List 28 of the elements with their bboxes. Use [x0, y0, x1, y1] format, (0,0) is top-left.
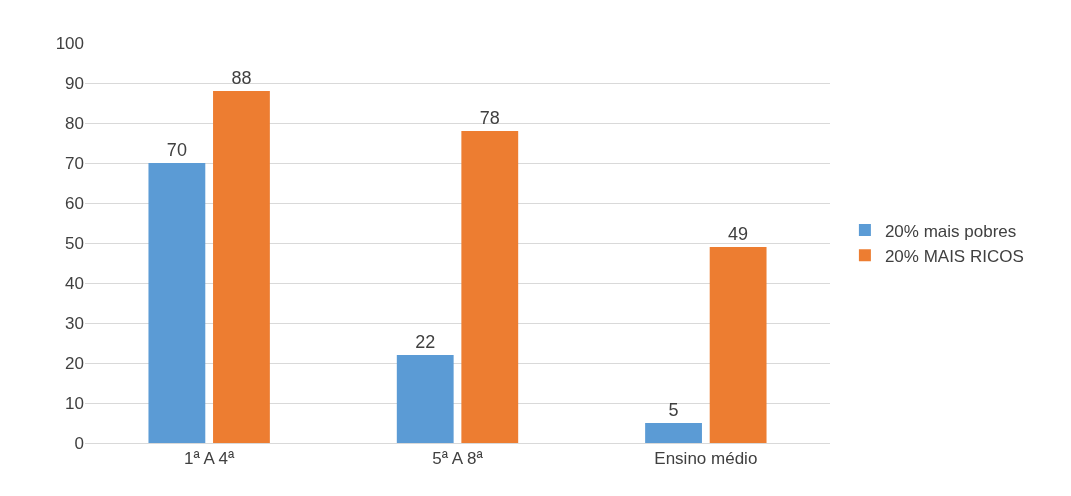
bar	[213, 91, 270, 443]
x-tick-label: Ensino médio	[654, 449, 758, 469]
y-tick-label: 40	[65, 273, 84, 293]
y-tick-label: 90	[65, 73, 84, 93]
y-tick-label: 0	[74, 433, 84, 453]
legend-label: 20% MAIS RICOS	[884, 246, 1024, 266]
x-tick-label: 5ª A 8ª	[432, 449, 484, 469]
y-tick-label: 10	[65, 393, 84, 413]
data-label: 5	[668, 400, 679, 420]
data-label: 70	[166, 140, 187, 160]
data-label: 88	[231, 68, 252, 88]
bar	[645, 423, 702, 443]
y-tick-label: 60	[65, 193, 84, 213]
y-tick-label: 30	[65, 313, 84, 333]
data-label: 49	[728, 224, 749, 244]
y-tick-label: 80	[65, 113, 84, 133]
bar	[148, 163, 206, 443]
y-tick-label: 20	[65, 353, 84, 373]
y-tick-label: 70	[65, 153, 84, 173]
y-tick-label: 100	[55, 33, 84, 53]
bar	[396, 355, 454, 443]
x-tick-label: 1ª A 4ª	[183, 449, 236, 469]
bar	[709, 247, 767, 443]
legend-label: 20% mais pobres	[884, 221, 1017, 241]
data-label: 22	[415, 332, 436, 352]
data-label: 78	[479, 108, 500, 128]
y-tick-label: 50	[65, 233, 84, 253]
bar	[461, 131, 519, 443]
